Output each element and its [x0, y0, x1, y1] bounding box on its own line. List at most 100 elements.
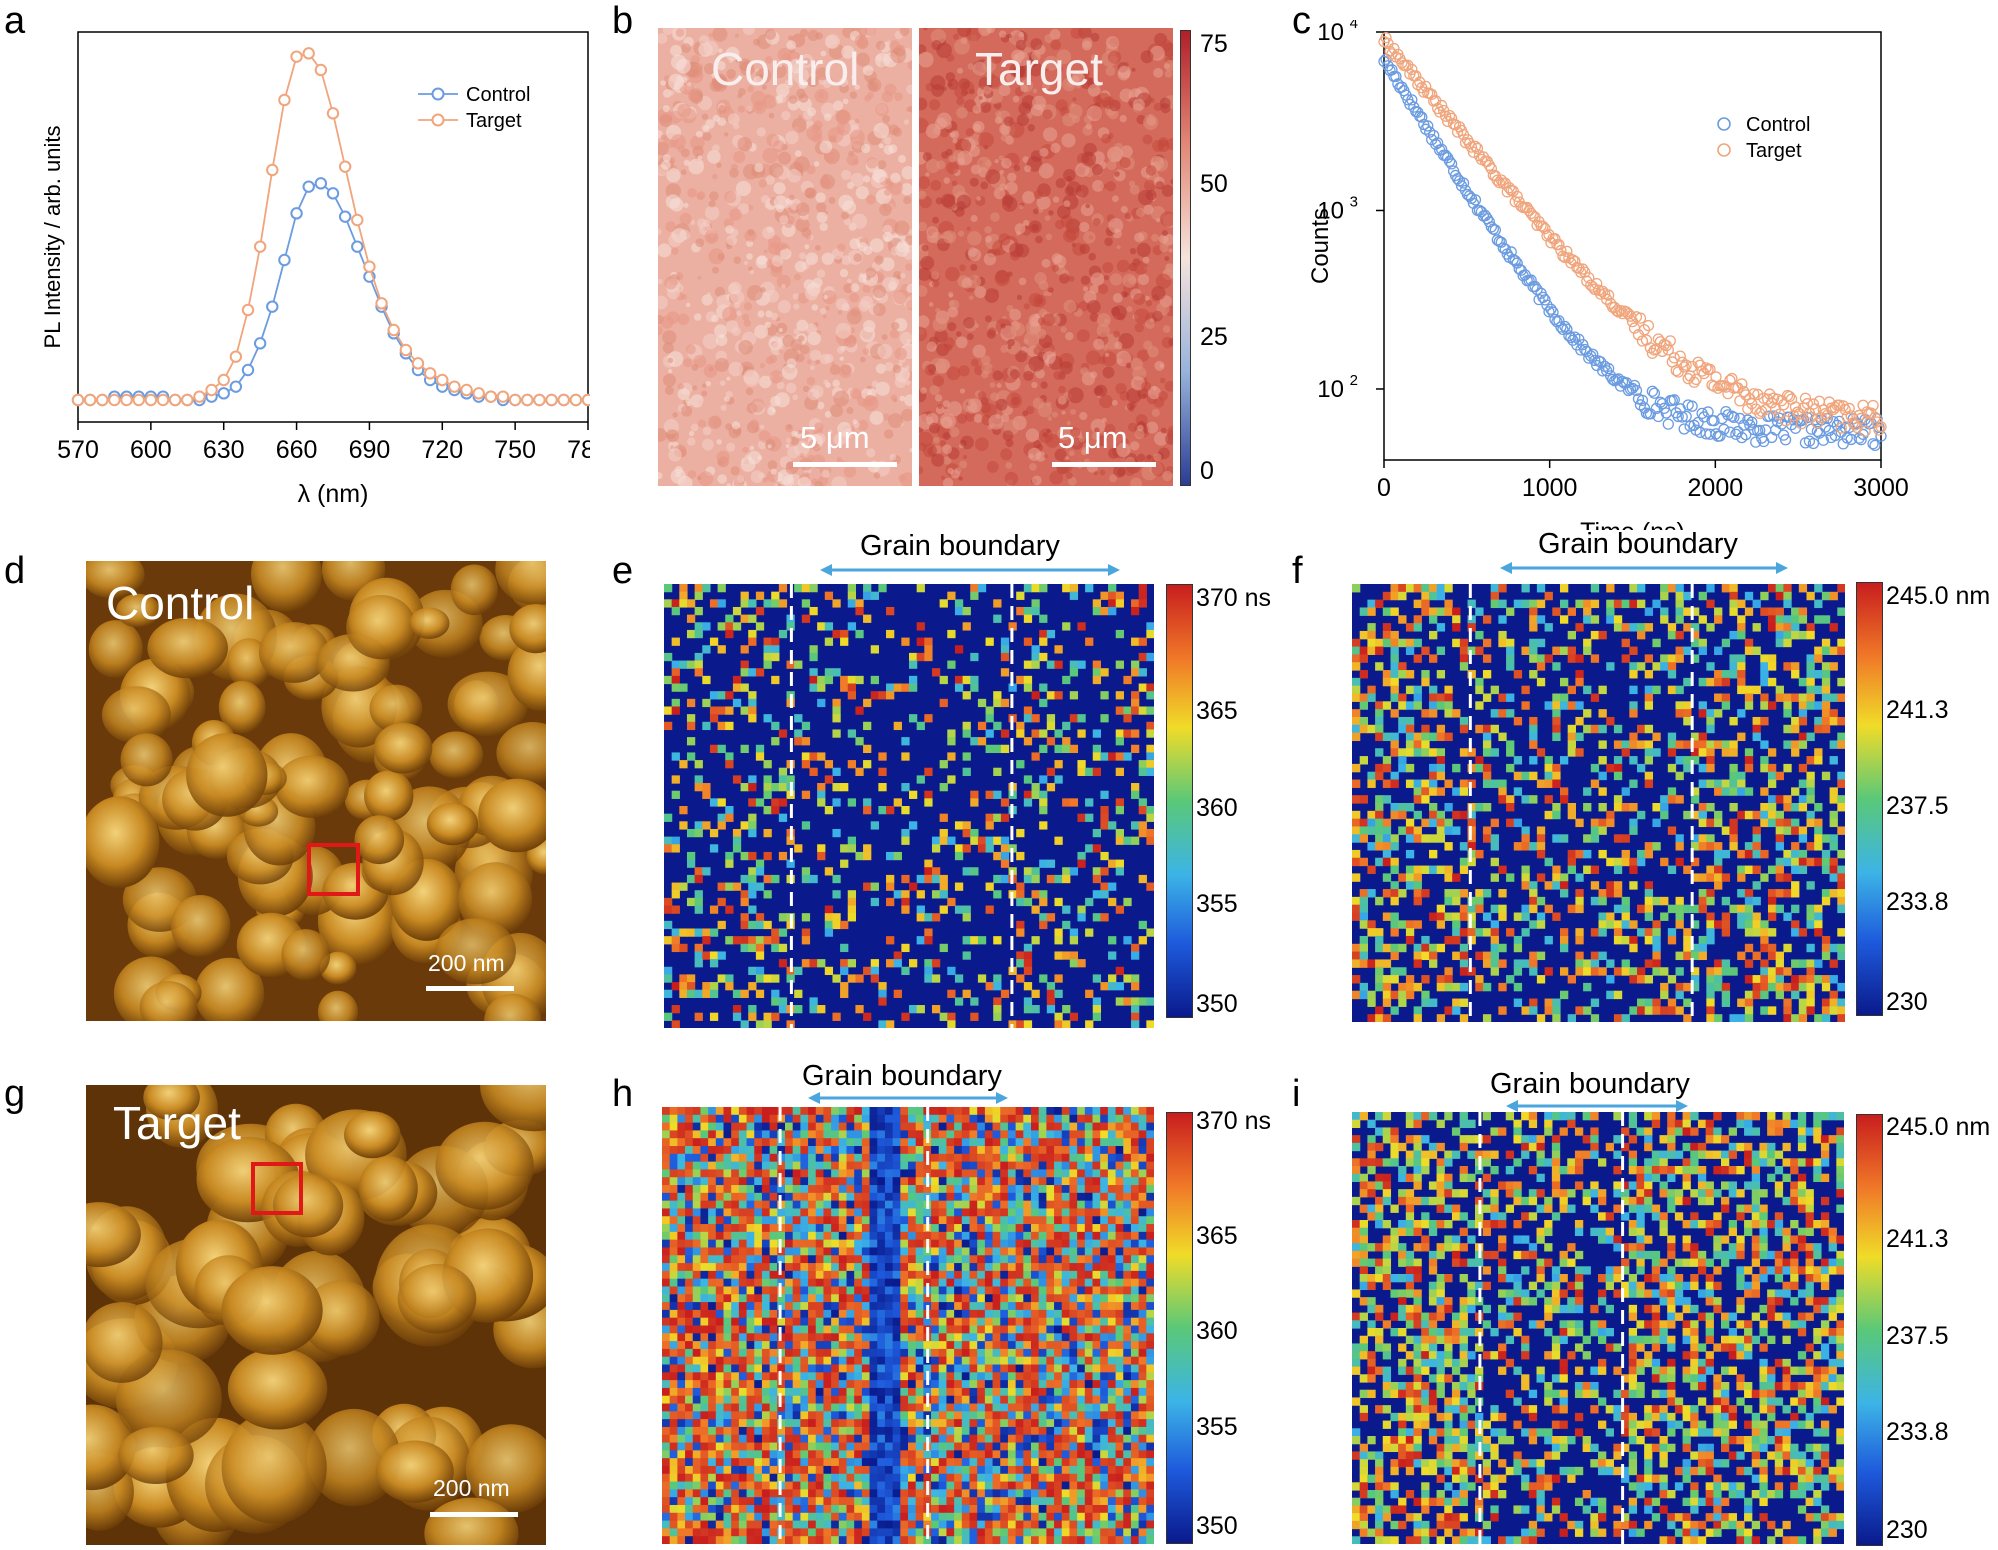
speckle — [666, 429, 680, 443]
speckle — [995, 110, 1002, 118]
speckle — [969, 177, 979, 187]
map-pixel — [771, 599, 780, 608]
map-pixel — [1382, 857, 1392, 867]
map-pixel — [1544, 935, 1553, 945]
map-pixel — [1775, 889, 1784, 898]
map-pixel — [1039, 806, 1048, 815]
data-point-target — [387, 323, 400, 337]
grain — [118, 1426, 194, 1484]
map-pixel — [1837, 849, 1845, 859]
map-pixel — [954, 645, 964, 654]
speckle — [1152, 310, 1163, 322]
speckle — [970, 358, 979, 367]
map-pixel — [1814, 803, 1823, 812]
map-pixel — [1100, 591, 1109, 600]
map-pixel — [1352, 951, 1361, 961]
map-pixel — [1752, 834, 1761, 843]
map-pixel — [794, 989, 803, 998]
map-pixel — [1459, 857, 1469, 867]
speckle — [994, 116, 1003, 125]
map-pixel — [1085, 989, 1094, 998]
speckle — [682, 358, 693, 368]
map-pixel — [1108, 951, 1117, 960]
map-pixel — [962, 691, 971, 700]
map-pixel — [1390, 630, 1399, 640]
map-pixel — [1092, 913, 1102, 922]
speckle — [1089, 284, 1099, 294]
map-pixel — [725, 813, 734, 822]
speckle — [1126, 388, 1142, 404]
speckle — [921, 244, 929, 252]
map-pixel — [947, 1012, 956, 1021]
map-pixel — [1837, 889, 1845, 898]
speckle — [883, 136, 892, 145]
map-pixel — [1590, 896, 1600, 906]
speckle — [725, 423, 733, 431]
map-pixel — [1729, 834, 1738, 843]
map-pixel — [1405, 646, 1415, 655]
map-pixel — [1039, 683, 1048, 692]
map-pixel — [1760, 967, 1769, 976]
map-pixel — [1606, 959, 1615, 968]
map-pixel — [970, 798, 979, 807]
map-pixel — [1583, 638, 1592, 648]
map-pixel — [1559, 943, 1569, 953]
map-pixel — [947, 729, 956, 738]
map-pixel — [863, 591, 872, 600]
map-pixel — [909, 1005, 918, 1014]
map-pixel — [1077, 813, 1086, 822]
map-pixel — [1791, 826, 1800, 835]
speckle — [941, 475, 946, 480]
map-pixel — [1359, 943, 1368, 953]
map-pixel — [1814, 701, 1823, 710]
map-pixel — [1529, 740, 1538, 749]
map-pixel — [863, 698, 872, 708]
speckle — [978, 95, 983, 100]
map-pixel — [717, 951, 726, 960]
map-pixel — [1131, 606, 1140, 616]
map-pixel — [1352, 873, 1361, 882]
map-pixel — [1598, 709, 1607, 718]
map-pixel — [1744, 607, 1754, 616]
map-pixel — [1721, 967, 1731, 976]
map-pixel — [1498, 912, 1507, 921]
map-pixel — [763, 806, 772, 815]
map-pixel — [686, 721, 696, 731]
map-pixel — [1039, 698, 1048, 708]
map-pixel — [1108, 859, 1117, 868]
data-point-control — [1807, 437, 1820, 450]
map-pixel — [1031, 905, 1040, 914]
map-pixel — [1837, 732, 1845, 742]
map-pixel — [801, 936, 811, 945]
map-pixel — [1429, 803, 1438, 812]
map-pixel — [1069, 1012, 1079, 1021]
map-pixel — [671, 905, 680, 914]
map-pixel — [1552, 865, 1561, 874]
map-pixel — [1146, 882, 1154, 891]
speckle — [1007, 345, 1012, 350]
map-pixel — [1092, 606, 1102, 616]
map-pixel — [1675, 795, 1684, 804]
speckle — [787, 446, 800, 459]
map-pixel — [1529, 951, 1538, 961]
speckle — [1124, 465, 1136, 476]
speckle — [717, 117, 727, 126]
speckle — [701, 438, 714, 451]
map-pixel — [1559, 599, 1569, 609]
map-pixel — [1829, 693, 1838, 702]
map-pixel — [985, 882, 994, 891]
map-pixel — [909, 652, 918, 662]
map-pixel — [1552, 732, 1561, 742]
map-pixel — [1046, 989, 1056, 998]
speckle — [952, 184, 966, 198]
map-pixel — [1138, 584, 1147, 593]
speckle — [793, 328, 800, 335]
map-pixel — [1367, 693, 1376, 702]
map-pixel — [1023, 867, 1033, 876]
data-point-control — [1439, 149, 1452, 161]
map-pixel — [1721, 670, 1731, 679]
speckle — [697, 155, 703, 161]
map-pixel — [1806, 591, 1815, 601]
map-pixel — [1583, 834, 1592, 843]
data-point-target — [1825, 402, 1837, 414]
